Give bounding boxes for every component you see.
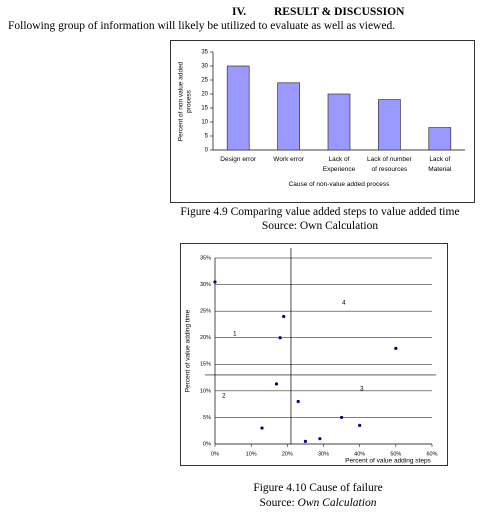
quadrant-label: 4 (342, 300, 346, 307)
figure-caption: Figure 4.10 Cause of failure (253, 482, 383, 494)
figure-caption: Figure 4.9 Comparing value added steps t… (180, 206, 460, 218)
y-tick-label: 10 (201, 120, 208, 126)
scatter-chart-frame (180, 243, 448, 466)
y-tick-label: 5 (205, 134, 209, 140)
point (260, 426, 264, 430)
y-tick-label: 30% (200, 282, 211, 288)
x-axis-label: Cause of non-value added process (288, 181, 390, 188)
x-tick-label: 50% (390, 451, 401, 457)
figure-source: Source: Own Calculation (160, 497, 476, 509)
y-tick-label: 20% (200, 335, 211, 341)
source-text: Own Calculation (297, 497, 377, 509)
point (339, 415, 344, 420)
y-tick-label: 20 (201, 92, 208, 98)
bar (378, 99, 401, 151)
point (278, 336, 282, 340)
section-number: IV. (232, 6, 247, 18)
point (358, 423, 362, 427)
point (303, 439, 308, 443)
x-tick-label: 20% (282, 451, 293, 457)
point (394, 346, 398, 350)
y-tick-label: 25% (200, 309, 211, 315)
point (274, 382, 279, 386)
section-title: RESULT & DISCUSSION (274, 6, 405, 18)
x-tick-label: 30% (318, 451, 329, 457)
y-tick-label: 30 (201, 64, 208, 70)
x-tick-label: 40% (354, 451, 365, 457)
y-tick-label: 0% (203, 441, 211, 447)
x-tick-label: Work error (273, 156, 304, 163)
y-tick-label: 15% (200, 362, 211, 368)
figure-source: Source: Own Calculation (261, 220, 379, 232)
quadrant-label: 3 (360, 386, 364, 393)
x-tick-label: Lack of Experience (322, 156, 356, 174)
x-tick-label: Lack of Material (428, 156, 452, 174)
y-tick-label: 0 (205, 148, 209, 154)
x-tick-label: 0% (211, 451, 219, 457)
bar (327, 93, 351, 151)
y-tick-label: 35% (200, 255, 211, 261)
y-tick-label: 5% (203, 415, 211, 421)
bar (277, 82, 300, 151)
x-tick-label: 60% (426, 451, 437, 457)
x-axis-label: Percent of value adding steps (345, 458, 431, 465)
point (318, 437, 322, 441)
point (282, 314, 286, 319)
point (296, 399, 300, 404)
bar (428, 127, 452, 151)
y-tick-label: 10% (200, 388, 211, 394)
quadrant-label: 1 (233, 331, 237, 338)
y-tick-label: 25 (201, 78, 208, 84)
point (213, 280, 217, 284)
y-axis-label: Percent of value adding time (185, 309, 192, 392)
quadrant-label: 2 (222, 393, 226, 400)
bar-chart-frame (170, 40, 475, 203)
x-tick-label: Design error (220, 156, 257, 163)
bar (226, 65, 250, 151)
x-tick-label: Lack of number of resources (366, 156, 412, 174)
y-tick-label: 35 (201, 50, 208, 56)
y-tick-label: 15 (201, 106, 208, 112)
x-tick-label: 10% (246, 451, 257, 457)
source-prefix: Source: (259, 497, 295, 509)
intro-text: Following group of information will like… (8, 20, 396, 32)
y-axis-label: Percent of non value added process (177, 61, 193, 142)
